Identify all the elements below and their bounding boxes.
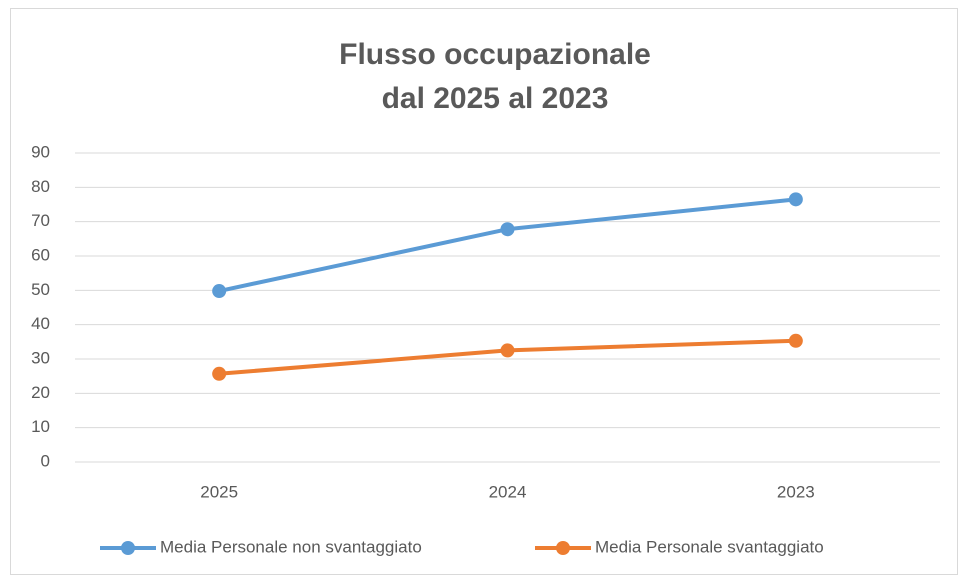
y-tick-label: 90 xyxy=(31,142,50,161)
y-tick-label: 70 xyxy=(31,211,50,230)
data-point xyxy=(788,192,803,207)
legend-marker xyxy=(556,541,570,555)
legend-label: Media Personale non svantaggiato xyxy=(160,537,422,556)
data-point xyxy=(788,333,803,348)
y-tick-label: 60 xyxy=(31,245,50,264)
x-tick-label: 2023 xyxy=(777,482,815,501)
x-tick-label: 2024 xyxy=(489,482,527,501)
y-tick-label: 40 xyxy=(31,314,50,333)
y-tick-label: 30 xyxy=(31,348,50,367)
data-point xyxy=(500,222,515,237)
legend-label: Media Personale svantaggiato xyxy=(595,537,824,556)
chart-title: Flusso occupazionale xyxy=(339,38,651,71)
legend-marker xyxy=(121,541,135,555)
chart-frame xyxy=(10,8,958,575)
data-point xyxy=(500,343,515,358)
y-tick-label: 80 xyxy=(31,177,50,196)
x-tick-label: 2025 xyxy=(200,482,238,501)
y-tick-label: 50 xyxy=(31,280,50,299)
data-point xyxy=(212,366,227,381)
y-tick-label: 10 xyxy=(31,417,50,436)
data-point xyxy=(212,284,227,299)
chart-title: dal 2025 al 2023 xyxy=(382,82,609,115)
y-tick-label: 20 xyxy=(31,383,50,402)
y-tick-label: 0 xyxy=(41,451,50,470)
